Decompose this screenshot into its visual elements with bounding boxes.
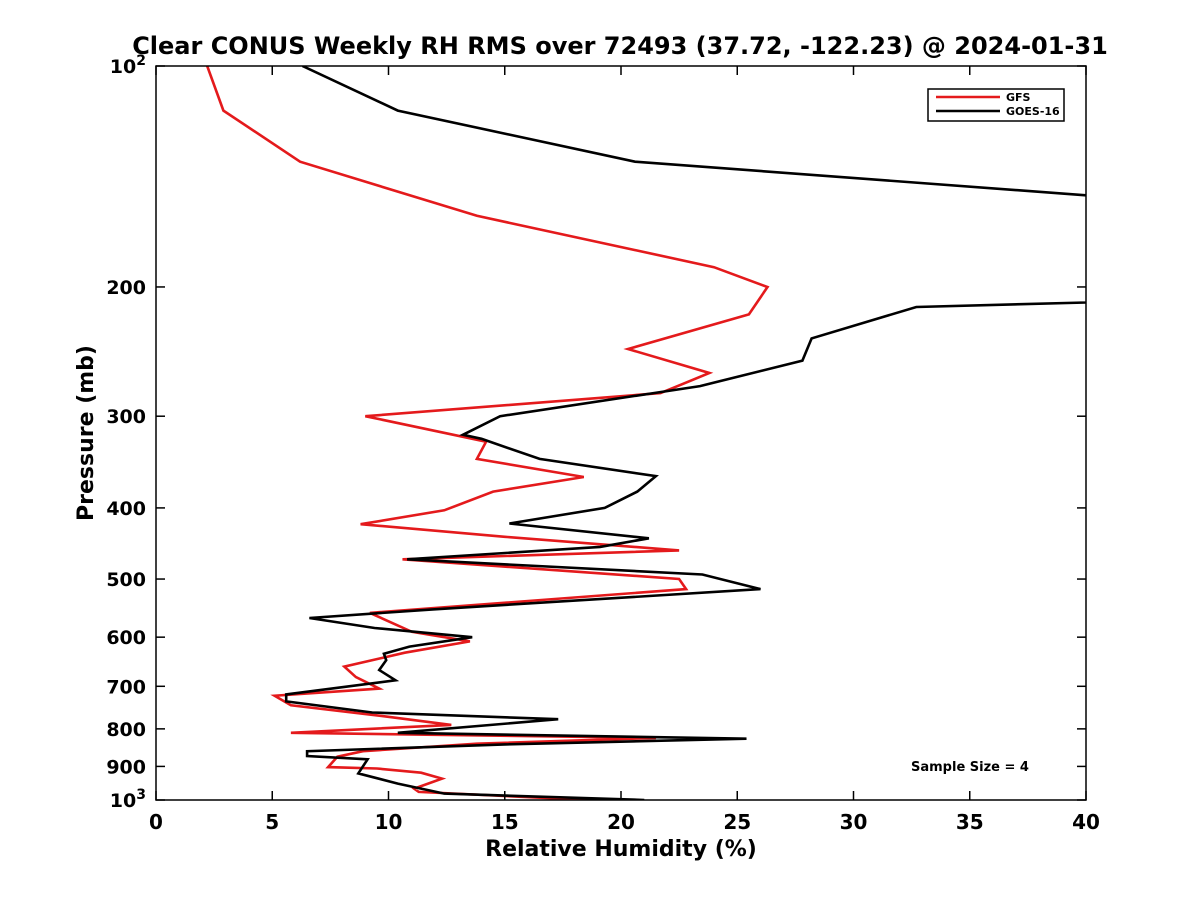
chart-title: Clear CONUS Weekly RH RMS over 72493 (37… (132, 32, 1108, 60)
y-tick-label: 200 (106, 277, 146, 299)
y-decade-label: 103 (110, 787, 146, 812)
y-tick-label: 600 (106, 627, 146, 649)
series-line-gfs (205, 66, 770, 800)
y-decade-label: 102 (110, 53, 146, 78)
x-tick-label: 20 (607, 810, 635, 834)
y-axis: 200 300 400 500 600 700 800 900 102 103 (106, 53, 1086, 812)
x-tick-label: 40 (1072, 810, 1100, 834)
x-tick-label: 15 (491, 810, 519, 834)
y-tick-label: 500 (106, 569, 146, 591)
series-line-goes-16 (284, 66, 1086, 800)
y-tick-label: 300 (106, 406, 146, 428)
y-axis-label: Pressure (mb) (74, 345, 99, 521)
series-layer (205, 66, 1086, 800)
x-tick-label: 10 (375, 810, 403, 834)
y-tick-label: 900 (106, 756, 146, 778)
y-tick-label: 700 (106, 676, 146, 698)
y-tick-label: 400 (106, 498, 146, 520)
x-tick-label: 35 (956, 810, 984, 834)
x-tick-label: 30 (840, 810, 868, 834)
legend-box (927, 88, 1065, 122)
y-tick-label: 800 (106, 719, 146, 741)
plot-frame (155, 65, 1087, 801)
legend-label: GOES-16 (1006, 105, 1060, 118)
x-axis: 0 5 10 15 20 25 30 35 40 (149, 66, 1100, 834)
x-tick-label: 25 (723, 810, 751, 834)
sample-size-annotation: Sample Size = 4 (911, 760, 1029, 775)
x-tick-label: 5 (265, 810, 279, 834)
x-axis-label: Relative Humidity (%) (485, 837, 757, 862)
legend-label: GFS (1006, 91, 1031, 104)
x-tick-label: 0 (149, 810, 163, 834)
